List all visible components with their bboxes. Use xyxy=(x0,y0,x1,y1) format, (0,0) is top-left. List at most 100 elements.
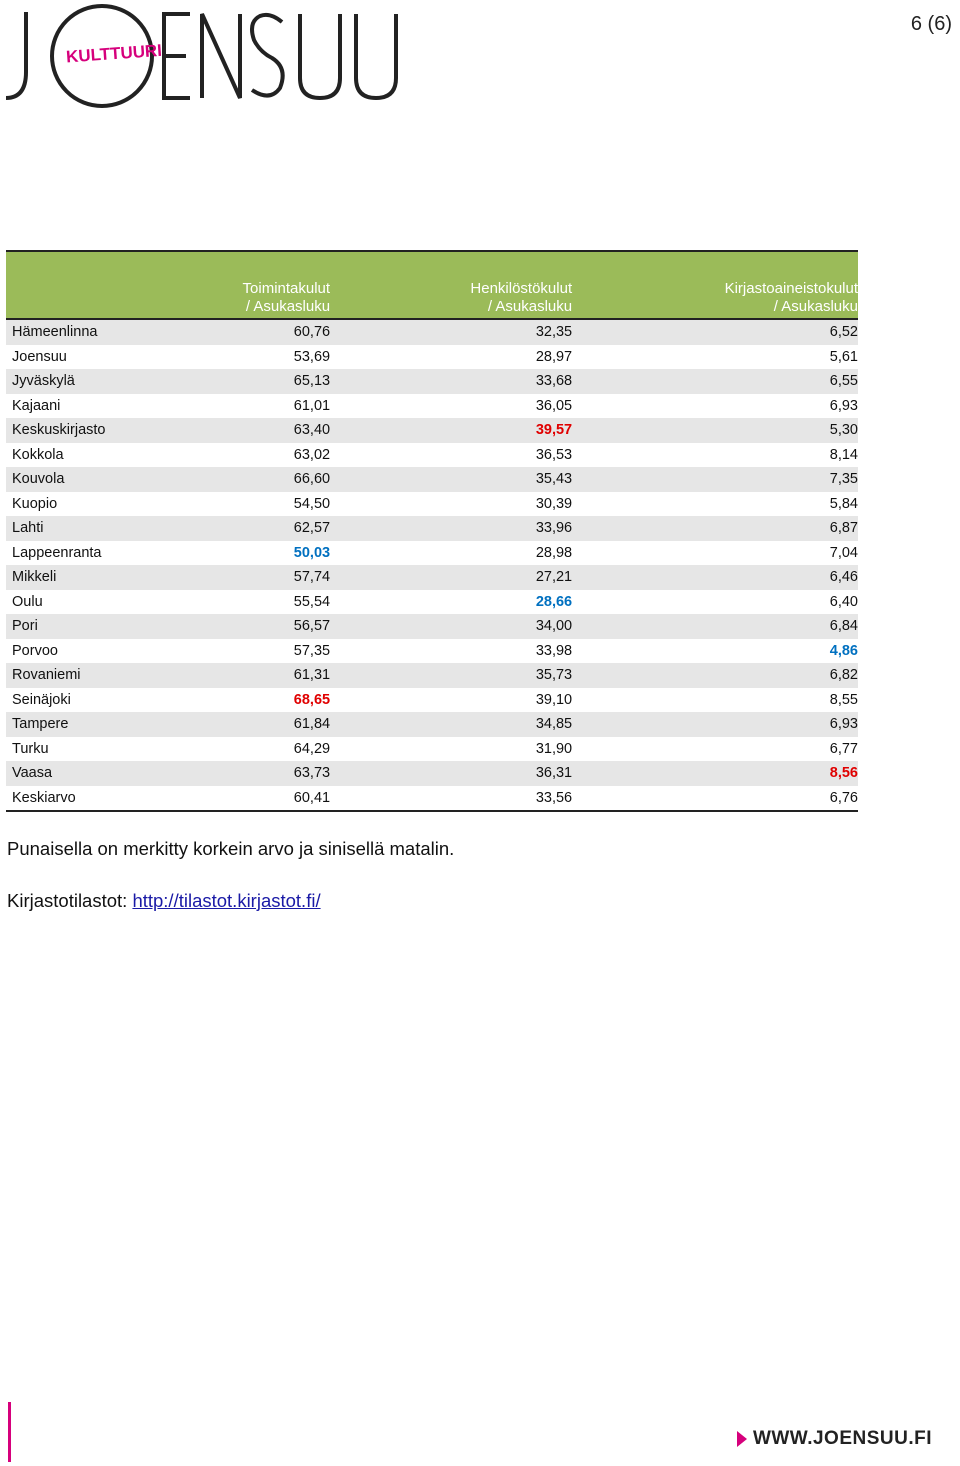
material-cost-value: 7,35 xyxy=(829,471,858,487)
material-cost-value: 4,86 xyxy=(829,642,858,659)
material-cost-value: 8,55 xyxy=(829,691,858,708)
header-staff-costs-line2: / Asukasluku xyxy=(487,298,573,315)
source-link[interactable]: http://tilastot.kirjastot.fi/ xyxy=(132,890,321,911)
staff-cost-value: 28,97 xyxy=(535,348,573,365)
table-row: Oulu 55,54 28,66 6,40 xyxy=(6,590,858,615)
operating-cost-value: 63,40 xyxy=(293,422,331,438)
table-row: Porvoo 57,35 33,98 4,86 xyxy=(6,639,858,664)
table-row: Lahti 62,57 33,96 6,87 xyxy=(6,516,858,541)
table-row: Pori 56,57 34,00 6,84 xyxy=(6,614,858,639)
city-name: Pori xyxy=(12,618,38,634)
source-line: Kirjastotilastot: http://tilastot.kirjas… xyxy=(7,890,321,912)
city-name: Jyväskylä xyxy=(12,373,75,389)
arrow-icon xyxy=(736,1431,747,1447)
city-name: Kajaani xyxy=(12,397,61,414)
table-row: Tampere 61,84 34,85 6,93 xyxy=(6,712,858,737)
staff-cost-value: 39,57 xyxy=(535,422,573,438)
operating-cost-value: 61,01 xyxy=(293,397,331,414)
city-name: Joensuu xyxy=(12,348,67,365)
page-number: 6 (6) xyxy=(910,13,952,35)
table-row: Joensuu 53,69 28,97 5,61 xyxy=(6,345,858,370)
table-row: Keskuskirjasto 63,40 39,57 5,30 xyxy=(6,418,858,443)
table-row: Seinäjoki 68,65 39,10 8,55 xyxy=(6,688,858,713)
table-header-row: Toimintakulut / Asukasluku Henkilöstökul… xyxy=(6,250,858,320)
table-row: Rovaniemi 61,31 35,73 6,82 xyxy=(6,663,858,688)
table-row: Turku 64,29 31,90 6,77 xyxy=(6,737,858,762)
operating-cost-value: 53,69 xyxy=(293,348,331,365)
material-cost-value: 8,14 xyxy=(829,446,858,463)
city-name: Keskuskirjasto xyxy=(12,422,106,438)
joensuu-logo: KULTTUURI xyxy=(4,2,414,110)
operating-cost-value: 55,54 xyxy=(293,593,331,610)
city-name: Turku xyxy=(12,740,49,757)
table-row: Kajaani 61,01 36,05 6,93 xyxy=(6,394,858,419)
operating-cost-value: 62,57 xyxy=(293,520,331,536)
material-cost-value: 6,93 xyxy=(829,716,858,732)
header-material-costs: Kirjastoaineistokulut / Asukasluku xyxy=(572,250,858,320)
source-label: Kirjastotilastot: xyxy=(7,890,128,911)
material-cost-value: 6,40 xyxy=(829,593,858,610)
header-staff-costs-line1: Henkilöstökulut xyxy=(470,280,573,297)
staff-cost-value: 30,39 xyxy=(535,495,573,512)
city-name: Vaasa xyxy=(12,765,53,781)
highlight-note: Punaisella on merkitty korkein arvo ja s… xyxy=(7,838,455,859)
city-name: Oulu xyxy=(12,593,43,610)
city-name: Kouvola xyxy=(12,471,65,487)
operating-cost-value: 54,50 xyxy=(293,495,331,512)
header-material-costs-line2: / Asukasluku xyxy=(773,298,858,315)
material-cost-value: 7,04 xyxy=(829,544,858,561)
staff-cost-value: 31,90 xyxy=(535,740,573,757)
material-cost-value: 6,76 xyxy=(572,785,858,812)
operating-cost-value: 63,02 xyxy=(293,446,331,463)
table-row: Kokkola 63,02 36,53 8,14 xyxy=(6,443,858,468)
city-name: Keskiarvo xyxy=(6,785,211,812)
city-name: Rovaniemi xyxy=(12,667,81,683)
footer-website: WWW.JOENSUU.FI xyxy=(736,1428,932,1450)
table-row: Vaasa 63,73 36,31 8,56 xyxy=(6,761,858,786)
operating-cost-value: 65,13 xyxy=(293,373,331,389)
table-row: Mikkeli 57,74 27,21 6,46 xyxy=(6,565,858,590)
city-name: Hämeenlinna xyxy=(12,324,98,340)
staff-cost-value: 36,05 xyxy=(535,397,573,414)
material-cost-value: 6,87 xyxy=(829,520,858,536)
city-name: Lahti xyxy=(12,520,44,536)
staff-cost-value: 34,00 xyxy=(535,618,573,634)
operating-cost-value: 68,65 xyxy=(293,691,331,708)
material-cost-value: 8,56 xyxy=(829,765,858,781)
table-row: Hämeenlinna 60,76 32,35 6,52 xyxy=(6,319,858,345)
staff-cost-value: 36,53 xyxy=(535,446,573,463)
table-row: Lappeenranta 50,03 28,98 7,04 xyxy=(6,541,858,566)
operating-cost-value: 61,31 xyxy=(293,667,331,683)
table-row: Keskiarvo 60,41 33,56 6,76 xyxy=(6,785,858,812)
city-name: Mikkeli xyxy=(12,569,57,585)
material-cost-value: 6,46 xyxy=(829,569,858,585)
table-row: Kuopio 54,50 30,39 5,84 xyxy=(6,492,858,517)
material-cost-value: 6,84 xyxy=(829,618,858,634)
header-operating-costs-line2: / Asukasluku xyxy=(245,298,331,315)
operating-cost-value: 50,03 xyxy=(293,544,331,561)
operating-cost-value: 57,35 xyxy=(293,642,331,659)
staff-cost-value: 33,96 xyxy=(535,520,573,536)
operating-cost-value: 56,57 xyxy=(293,618,331,634)
staff-cost-value: 33,68 xyxy=(535,373,573,389)
city-name: Kokkola xyxy=(12,446,64,463)
operating-cost-value: 66,60 xyxy=(293,471,331,487)
staff-cost-value: 28,98 xyxy=(535,544,573,561)
footer-accent-bar xyxy=(8,1402,11,1462)
staff-cost-value: 35,73 xyxy=(535,667,573,683)
staff-cost-value: 27,21 xyxy=(535,569,573,585)
header-operating-costs: Toimintakulut / Asukasluku xyxy=(210,250,331,320)
header-staff-costs: Henkilöstökulut / Asukasluku xyxy=(330,250,573,320)
staff-cost-value: 33,56 xyxy=(330,785,573,812)
table-row: Jyväskylä 65,13 33,68 6,55 xyxy=(6,369,858,394)
city-name: Lappeenranta xyxy=(12,544,102,561)
material-cost-value: 6,52 xyxy=(829,324,858,340)
material-cost-value: 6,93 xyxy=(829,397,858,414)
operating-cost-value: 63,73 xyxy=(293,765,331,781)
svg-text:KULTTUURI: KULTTUURI xyxy=(65,41,162,67)
operating-cost-value: 64,29 xyxy=(293,740,331,757)
material-cost-value: 6,55 xyxy=(829,373,858,389)
footer-url: WWW.JOENSUU.FI xyxy=(752,1428,932,1449)
city-name: Tampere xyxy=(12,716,69,732)
material-cost-value: 6,77 xyxy=(829,740,858,757)
